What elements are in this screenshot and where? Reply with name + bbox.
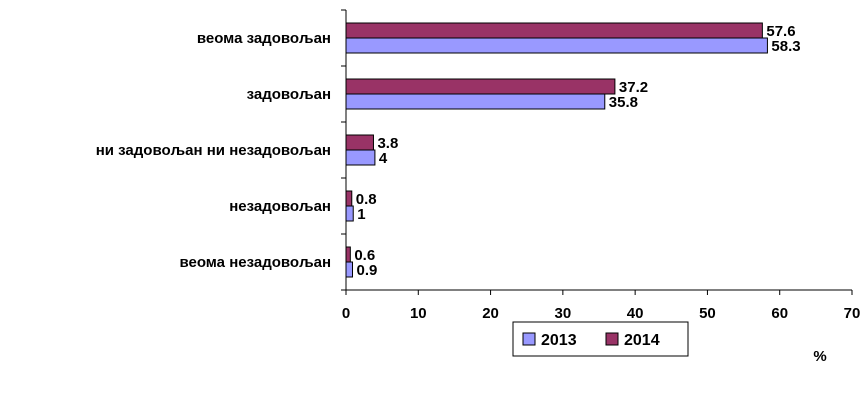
legend-box <box>512 321 689 357</box>
x-tick-label: 50 <box>699 305 716 322</box>
data-label-2013: 35.8 <box>609 94 638 111</box>
legend-swatch-2013 <box>522 332 536 346</box>
category-label: ни задовољан ни незадовољан <box>96 142 331 159</box>
category-label: задовољан <box>247 86 331 103</box>
category-label: веома незадовољан <box>179 254 331 271</box>
data-label-2013: 0.9 <box>357 262 378 279</box>
data-label-2014: 0.8 <box>356 191 377 208</box>
x-axis-label: % <box>813 348 826 365</box>
x-tick-label: 0 <box>342 305 350 322</box>
bar-2013 <box>345 93 606 110</box>
legend: 2013 2014 <box>512 321 689 357</box>
bar-2014 <box>345 134 374 151</box>
bar-2014 <box>345 190 353 207</box>
category-label: веома задовољан <box>197 30 331 47</box>
category-label: незадовољан <box>229 198 331 215</box>
x-tick-label: 20 <box>482 305 499 322</box>
bar-2013 <box>345 149 376 166</box>
data-label-2014: 0.6 <box>354 247 375 264</box>
bar-2014 <box>345 78 616 95</box>
legend-swatch-2014 <box>605 332 619 346</box>
bar-2013 <box>345 37 768 54</box>
bar-2014 <box>345 22 763 39</box>
data-label-2014: 3.8 <box>377 135 398 152</box>
bar-2013 <box>345 261 354 278</box>
data-label-2013: 4 <box>379 150 388 167</box>
x-tick-label: 70 <box>844 305 861 322</box>
legend-label-2014: 2014 <box>624 332 660 349</box>
data-label-2014: 57.6 <box>766 23 795 40</box>
x-tick-label: 10 <box>410 305 427 322</box>
data-label-2013: 58.3 <box>771 38 800 55</box>
x-tick-label: 60 <box>771 305 788 322</box>
x-tick-label: 40 <box>627 305 644 322</box>
legend-label-2013: 2013 <box>541 332 577 349</box>
x-tick-label: 30 <box>555 305 572 322</box>
data-label-2013: 1 <box>357 206 365 223</box>
data-label-2014: 37.2 <box>619 79 648 96</box>
bar-2013 <box>345 205 354 222</box>
plot-area: 0 10 20 30 40 50 60 70 веома задовољан 57.658.3 за… <box>96 9 861 322</box>
bar-2014 <box>345 246 351 263</box>
